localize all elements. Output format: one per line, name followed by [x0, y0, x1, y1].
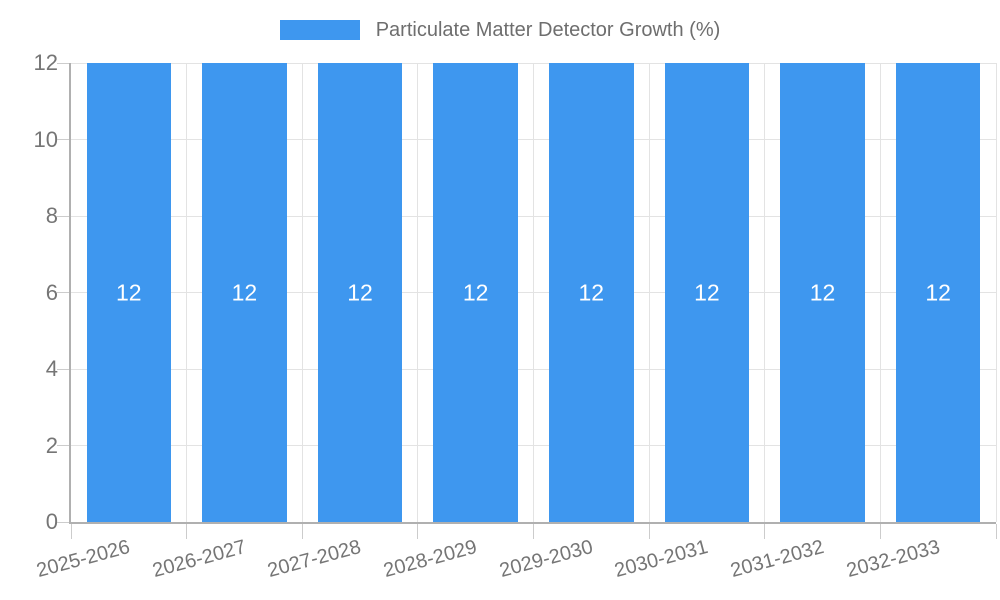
- y-axis-tick: [57, 292, 69, 293]
- bar-value-label: 12: [809, 279, 836, 305]
- bar-value-label: 12: [578, 279, 605, 305]
- bar-value-label: 12: [925, 279, 951, 305]
- y-tick-label: 0: [45, 509, 58, 534]
- y-tick-label: 8: [45, 203, 58, 228]
- x-tick-label-2031-2032: 2031-2032: [728, 536, 827, 583]
- y-tick-label: 2: [45, 432, 58, 458]
- x-axis-tick: [533, 524, 534, 539]
- bar-2025-2026[interactable]: 12: [86, 63, 172, 522]
- y-tick-label: 6: [45, 279, 58, 305]
- gridline-vertical: [417, 63, 419, 522]
- bar-2029-2030[interactable]: 12: [549, 63, 634, 522]
- bar-2027-2028[interactable]: 12: [317, 63, 403, 522]
- legend-swatch-icon: [279, 20, 360, 40]
- bar-value-label: 12: [116, 279, 142, 305]
- x-axis-tick: [995, 524, 997, 539]
- x-axis-tick: [70, 524, 72, 539]
- y-tick-label: 10: [33, 126, 58, 152]
- y-axis-tick: [57, 139, 69, 140]
- bar-value-label: 12: [694, 279, 720, 305]
- x-axis: 2025-2026 2026-2027 2027-2028 2028-2029 2029…: [34, 524, 994, 600]
- y-tick-label: 4: [45, 356, 58, 381]
- bar-2032-2033[interactable]: 12: [895, 63, 981, 522]
- x-tick-label-2026-2027: 2026-2027: [150, 536, 249, 583]
- x-tick-label-2027-2028: 2027-2028: [265, 536, 364, 583]
- y-axis-tick: [57, 215, 69, 217]
- x-tick-label-2029-2030: 2029-2030: [496, 536, 596, 583]
- y-tick-label: 12: [33, 50, 58, 75]
- bar-2028-2029[interactable]: 12: [433, 63, 518, 522]
- y-axis-tick: [57, 445, 69, 446]
- legend-label: Particulate Matter Detector Growth (%): [375, 18, 721, 41]
- x-axis-tick: [186, 524, 188, 539]
- bar-value-label: 12: [231, 279, 258, 305]
- x-axis-tick: [879, 524, 881, 539]
- x-axis-tick: [417, 524, 419, 539]
- x-tick-label-2030-2031: 2030-2031: [612, 536, 711, 583]
- chart-legend[interactable]: Particulate Matter Detector Growth (%): [0, 12, 1000, 48]
- gridline-vertical: [995, 63, 997, 522]
- y-axis-tick: [57, 521, 69, 523]
- bar-2030-2031[interactable]: 12: [664, 63, 750, 522]
- x-tick-label-2032-2033: 2032-2033: [843, 536, 942, 583]
- bar-value-label: 12: [347, 279, 373, 305]
- gridline-vertical: [648, 63, 650, 522]
- bar-2031-2032[interactable]: 12: [780, 63, 865, 522]
- bar-value-label: 12: [462, 279, 489, 305]
- gridline-vertical: [533, 63, 534, 522]
- y-axis-tick: [57, 62, 69, 64]
- x-axis-tick: [648, 524, 650, 539]
- y-axis-tick: [57, 368, 69, 370]
- x-tick-label-2028-2029: 2028-2029: [381, 536, 480, 583]
- y-axis: 0 2 4 6 8 10 12: [0, 52, 58, 533]
- gridline-vertical: [764, 63, 766, 522]
- bar-2026-2027[interactable]: 12: [202, 63, 287, 522]
- gridline-vertical: [301, 63, 303, 522]
- x-axis-tick: [764, 524, 766, 539]
- x-axis-tick: [301, 524, 303, 539]
- gridline-vertical: [879, 63, 881, 522]
- plot-area: 12 12 12 12 12 12 12 12: [57, 62, 997, 539]
- gridline-vertical: [186, 63, 188, 522]
- x-tick-label-2025-2026: 2025-2026: [34, 536, 133, 583]
